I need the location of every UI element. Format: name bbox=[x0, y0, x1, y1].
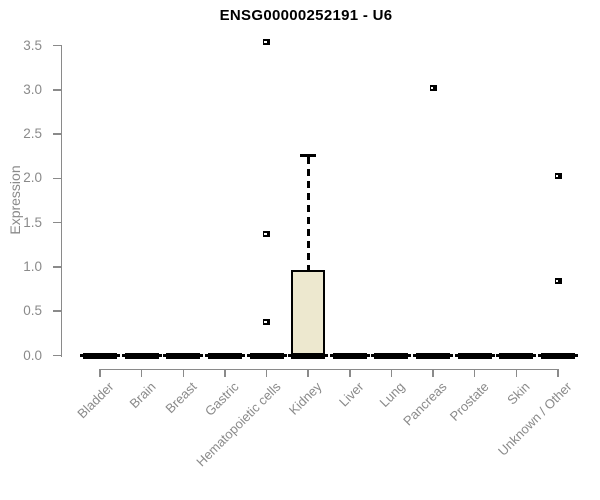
outlier-marker-center bbox=[264, 233, 267, 236]
y-tick bbox=[52, 89, 61, 91]
y-tick bbox=[52, 177, 61, 180]
x-tick bbox=[349, 368, 351, 377]
outlier-marker-center bbox=[264, 40, 267, 43]
y-tick bbox=[52, 354, 61, 357]
x-tick bbox=[432, 368, 434, 377]
outlier-marker bbox=[263, 318, 271, 325]
y-tick bbox=[52, 310, 61, 312]
x-tick bbox=[307, 368, 309, 377]
x-tick bbox=[182, 368, 185, 377]
median-bar bbox=[332, 352, 367, 359]
median-bar bbox=[499, 352, 534, 359]
x-tick bbox=[473, 368, 476, 377]
x-tick bbox=[140, 368, 143, 377]
y-tick-label: 0.0 bbox=[23, 347, 42, 363]
y-tick-label: 1.5 bbox=[23, 214, 42, 230]
median-bar bbox=[83, 352, 117, 359]
outlier-marker bbox=[554, 172, 562, 179]
median-bar bbox=[249, 352, 284, 359]
outlier-marker bbox=[263, 38, 271, 45]
median-bar bbox=[541, 352, 575, 359]
y-tick bbox=[52, 44, 61, 47]
y-tick bbox=[52, 266, 61, 268]
whisker-cap bbox=[300, 153, 317, 157]
y-tick-label: 3.5 bbox=[23, 37, 42, 53]
y-tick bbox=[52, 221, 61, 224]
x-tick bbox=[224, 368, 226, 377]
outlier-marker-center bbox=[555, 280, 558, 283]
x-tick bbox=[99, 368, 101, 377]
outlier-marker bbox=[263, 231, 271, 238]
y-tick-label: 1.0 bbox=[23, 258, 42, 274]
x-tick bbox=[265, 368, 268, 377]
median-bar bbox=[166, 352, 201, 359]
y-tick-label: 3.0 bbox=[23, 81, 42, 97]
boxplot-box bbox=[291, 269, 326, 359]
median-bar bbox=[416, 352, 451, 359]
y-tick bbox=[52, 133, 61, 135]
outlier-marker-center bbox=[264, 320, 267, 323]
x-tick bbox=[390, 368, 393, 377]
median-bar bbox=[374, 352, 409, 359]
y-tick-label: 2.0 bbox=[23, 170, 42, 186]
x-axis-line bbox=[99, 368, 559, 370]
outlier-marker bbox=[554, 278, 562, 285]
median-bar bbox=[291, 352, 326, 359]
median-bar bbox=[207, 352, 242, 359]
median-bar bbox=[457, 352, 492, 359]
y-tick-label: 0.5 bbox=[23, 303, 42, 319]
x-tick bbox=[515, 368, 518, 377]
outlier-marker-center bbox=[555, 174, 558, 177]
whisker-stem bbox=[306, 156, 310, 270]
y-axis-line bbox=[60, 44, 62, 357]
median-bar bbox=[124, 352, 159, 359]
y-tick-label: 2.5 bbox=[23, 126, 42, 142]
outlier-marker bbox=[429, 85, 437, 91]
outlier-marker-center bbox=[430, 87, 434, 89]
chart-title: ENSG00000252191 - U6 bbox=[219, 7, 393, 24]
x-tick bbox=[557, 368, 559, 377]
